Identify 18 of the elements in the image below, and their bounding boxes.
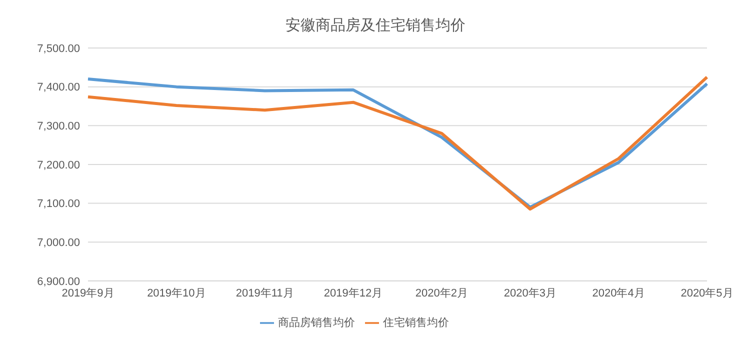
y-tick-label: 6,900.00 <box>37 276 80 288</box>
legend-label: 商品房销售均价 <box>278 316 355 329</box>
x-tick-label: 2019年9月 <box>62 288 114 300</box>
y-tick-label: 7,100.00 <box>37 198 80 210</box>
x-tick-label: 2020年2月 <box>415 288 468 300</box>
y-tick-label: 7,300.00 <box>37 120 80 133</box>
y-tick-label: 7,500.00 <box>37 42 80 55</box>
y-tick-label: 7,000.00 <box>37 236 80 249</box>
x-tick-label: 2020年4月 <box>592 288 645 300</box>
y-tick-label: 7,400.00 <box>37 82 80 94</box>
x-tick-label: 2020年5月 <box>680 288 734 300</box>
y-tick-label: 7,200.00 <box>37 159 80 172</box>
x-tick-label: 2019年10月 <box>147 288 206 300</box>
x-tick-label: 2020年3月 <box>504 288 556 300</box>
chart-title: 安徽商品房及住宅销售均价 <box>284 16 466 36</box>
x-tick-label: 2019年11月 <box>236 288 294 300</box>
x-tick-label: 2019年12月 <box>324 288 383 300</box>
legend-label: 住宅销售均价 <box>383 316 449 329</box>
